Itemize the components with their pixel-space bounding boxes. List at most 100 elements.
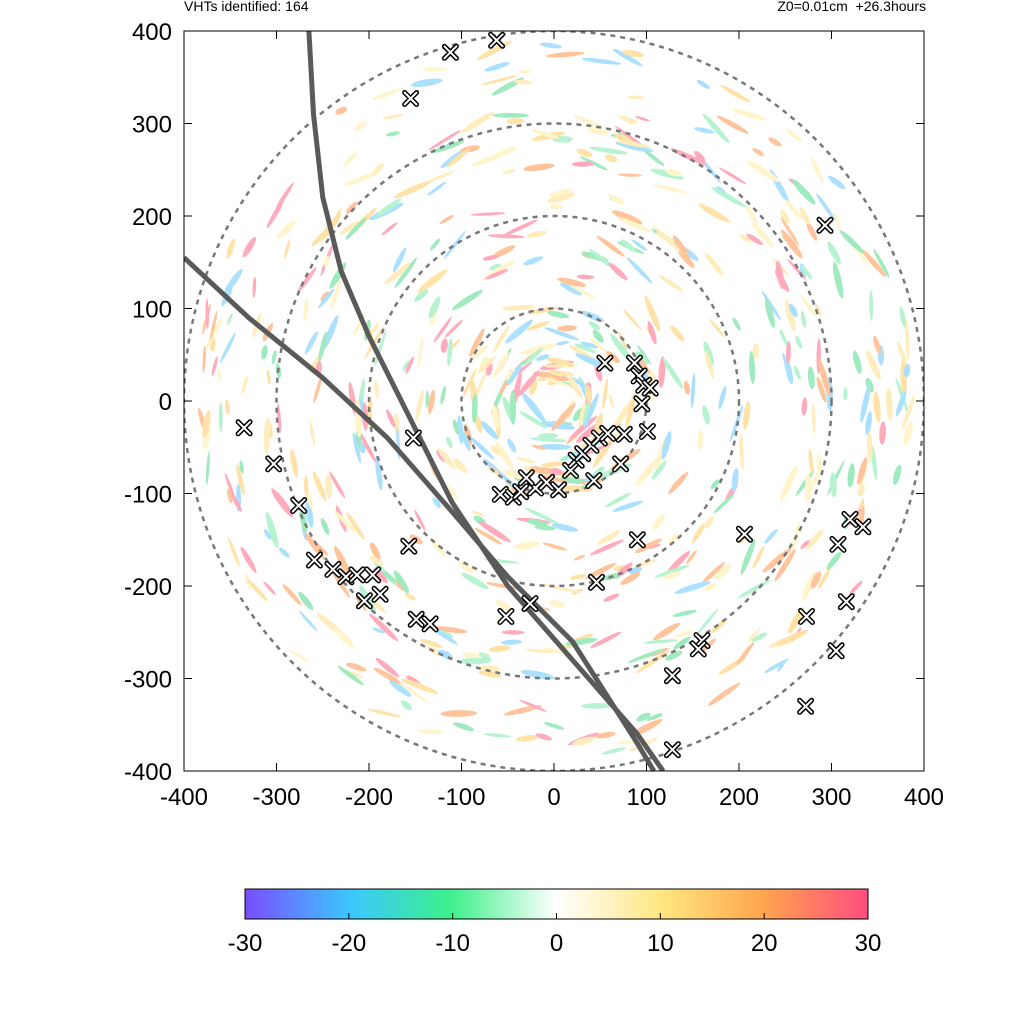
vorticity-streak (373, 667, 401, 684)
vorticity-streak (592, 412, 603, 447)
vorticity-streak (569, 574, 587, 580)
vorticity-streak (474, 414, 483, 433)
vorticity-streak (469, 436, 495, 460)
vorticity-streak (550, 203, 563, 210)
vorticity-streak (784, 199, 803, 220)
vorticity-streak (546, 357, 575, 368)
vorticity-streak (367, 708, 402, 718)
vorticity-streak (839, 230, 865, 254)
vorticity-streak (541, 461, 568, 468)
vorticity-streak (573, 554, 586, 561)
vht-marker (816, 216, 834, 234)
vorticity-streak (393, 570, 409, 594)
vorticity-streak (495, 600, 512, 612)
vorticity-streak (382, 114, 404, 120)
vorticity-streak (526, 230, 548, 238)
vht-marker (827, 642, 845, 660)
vht-marker-fill (600, 426, 615, 441)
vorticity-streak (571, 161, 594, 167)
vht-marker-fill (634, 396, 649, 411)
vorticity-streak (290, 449, 298, 478)
vorticity-streak (879, 421, 886, 445)
vorticity-streak (482, 255, 499, 261)
vorticity-streak (731, 108, 767, 121)
vorticity-streak (670, 325, 685, 342)
vorticity-streak (775, 630, 808, 647)
vorticity-streak (704, 350, 715, 379)
vorticity-streak (276, 403, 282, 434)
vorticity-streak (580, 156, 608, 171)
vorticity-streak (785, 129, 803, 142)
vht-marker-fill (737, 527, 752, 542)
vorticity-streak (506, 118, 525, 124)
vht-marker (348, 566, 366, 584)
vht-marker (562, 461, 580, 479)
vorticity-streak (524, 648, 556, 654)
vht-marker-fill (406, 431, 421, 445)
vorticity-streak (478, 670, 502, 678)
vorticity-streak (383, 571, 397, 583)
vorticity-streak (670, 148, 707, 166)
vorticity-streak (504, 705, 542, 716)
vorticity-streak (780, 217, 800, 246)
vorticity-streak (523, 507, 561, 526)
vorticity-streak (439, 214, 454, 225)
vorticity-streak (372, 163, 384, 176)
vorticity-streak (320, 518, 330, 536)
vorticity-streak (305, 501, 314, 528)
vorticity-streak (732, 317, 741, 331)
vorticity-streak (506, 363, 522, 386)
vorticity-streak (631, 239, 648, 251)
vorticity-streak (531, 444, 546, 450)
vht-marker (324, 560, 342, 578)
vorticity-streak (519, 699, 547, 712)
vorticity-streak (453, 458, 468, 473)
vht-marker (305, 551, 323, 569)
vorticity-streak (480, 421, 498, 440)
vorticity-streak (306, 536, 328, 556)
vorticity-streak (843, 387, 848, 401)
vorticity-streak (817, 567, 831, 590)
x-tick-label: -300 (252, 784, 300, 811)
vorticity-streak (551, 403, 576, 431)
track-lines (184, 31, 666, 771)
vorticity-streak (252, 276, 257, 298)
vorticity-streak (626, 95, 645, 100)
vorticity-streak (461, 111, 495, 134)
vht-marker-fill (291, 498, 306, 513)
vorticity-streak (375, 657, 400, 678)
vorticity-streak (847, 463, 855, 488)
vht-marker-fill (818, 218, 832, 233)
vorticity-streak (752, 148, 764, 156)
vht-marker-fill (798, 699, 813, 714)
vorticity-streak (667, 533, 680, 544)
vorticity-streak (743, 400, 751, 430)
vorticity-streak (393, 181, 431, 199)
vorticity-streak (489, 263, 501, 271)
vorticity-streak (279, 547, 290, 558)
vorticity-streak (519, 410, 548, 429)
vorticity-streak (764, 528, 778, 544)
vht-marker (421, 615, 439, 633)
vht-marker (400, 537, 418, 555)
vorticity-streak (288, 649, 310, 663)
vorticity-streak (605, 154, 618, 163)
colorbar-tick-label: 20 (751, 930, 778, 957)
vht-marker (355, 592, 373, 610)
vorticity-streak (589, 539, 624, 556)
vorticity-streak (643, 639, 678, 644)
vht-marker-fill (401, 539, 416, 554)
vorticity-streak (718, 167, 747, 185)
vht-marker (441, 43, 459, 61)
vorticity-streak (404, 593, 416, 601)
vorticity-streak (775, 270, 790, 292)
vorticity-streak (303, 299, 309, 321)
vht-marker-fill (643, 381, 658, 396)
vorticity-streak (792, 179, 816, 205)
vorticity-streak (580, 341, 598, 349)
vorticity-streak (739, 234, 753, 243)
vorticity-streak (673, 636, 691, 650)
vht-marker (488, 31, 506, 49)
range-ring (367, 214, 741, 588)
vorticity-streak (299, 610, 318, 632)
